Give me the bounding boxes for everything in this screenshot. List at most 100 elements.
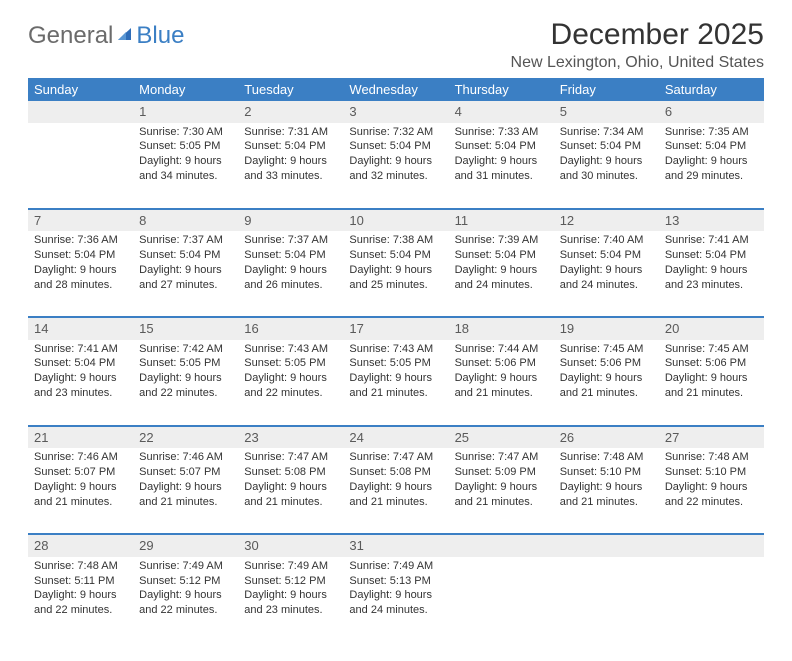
day-info-cell: Sunrise: 7:49 AMSunset: 5:12 PMDaylight:… [238,557,343,643]
day-info-cell [554,557,659,643]
daylight1-text: Daylight: 9 hours [560,371,653,386]
daylight1-text: Daylight: 9 hours [34,480,127,495]
daylight1-text: Daylight: 9 hours [244,588,337,603]
weekday-header: Thursday [449,78,554,101]
day-number-cell: 29 [133,534,238,557]
sunset-text: Sunset: 5:10 PM [560,465,653,480]
day-number-cell: 16 [238,317,343,340]
sunset-text: Sunset: 5:04 PM [349,139,442,154]
day-info-cell: Sunrise: 7:30 AMSunset: 5:05 PMDaylight:… [133,123,238,209]
day-info-row: Sunrise: 7:41 AMSunset: 5:04 PMDaylight:… [28,340,764,426]
day-info-cell: Sunrise: 7:49 AMSunset: 5:12 PMDaylight:… [133,557,238,643]
daylight1-text: Daylight: 9 hours [455,154,548,169]
sunset-text: Sunset: 5:09 PM [455,465,548,480]
day-info-cell: Sunrise: 7:45 AMSunset: 5:06 PMDaylight:… [554,340,659,426]
daylight1-text: Daylight: 9 hours [139,263,232,278]
day-info-cell: Sunrise: 7:41 AMSunset: 5:04 PMDaylight:… [659,231,764,317]
weekday-header: Monday [133,78,238,101]
day-number-cell: 23 [238,426,343,449]
day-info-cell: Sunrise: 7:49 AMSunset: 5:13 PMDaylight:… [343,557,448,643]
sunrise-text: Sunrise: 7:31 AM [244,125,337,140]
sunset-text: Sunset: 5:06 PM [560,356,653,371]
sunrise-text: Sunrise: 7:46 AM [34,450,127,465]
sunrise-text: Sunrise: 7:43 AM [244,342,337,357]
brand-logo: General Blue [28,18,184,50]
sunrise-text: Sunrise: 7:34 AM [560,125,653,140]
day-number-cell: 18 [449,317,554,340]
day-number: 22 [139,430,153,445]
daylight2-text: and 22 minutes. [34,603,127,618]
day-info-cell: Sunrise: 7:40 AMSunset: 5:04 PMDaylight:… [554,231,659,317]
sunrise-text: Sunrise: 7:49 AM [139,559,232,574]
day-number-cell: 19 [554,317,659,340]
daylight1-text: Daylight: 9 hours [139,371,232,386]
day-info-cell: Sunrise: 7:32 AMSunset: 5:04 PMDaylight:… [343,123,448,209]
day-number-cell: 24 [343,426,448,449]
daylight1-text: Daylight: 9 hours [244,154,337,169]
day-info-cell [449,557,554,643]
sunrise-text: Sunrise: 7:48 AM [560,450,653,465]
day-number: 2 [244,104,251,119]
day-number-cell: 13 [659,209,764,232]
daylight2-text: and 24 minutes. [455,278,548,293]
weekday-header: Wednesday [343,78,448,101]
weekday-header: Saturday [659,78,764,101]
day-number-row: 78910111213 [28,209,764,232]
sail-icon [116,22,134,50]
day-number: 11 [455,213,469,228]
day-info-row: Sunrise: 7:48 AMSunset: 5:11 PMDaylight:… [28,557,764,643]
sunset-text: Sunset: 5:04 PM [139,248,232,263]
sunrise-text: Sunrise: 7:46 AM [139,450,232,465]
sunset-text: Sunset: 5:13 PM [349,574,442,589]
daylight1-text: Daylight: 9 hours [560,480,653,495]
day-number: 15 [139,321,153,336]
day-info-cell: Sunrise: 7:43 AMSunset: 5:05 PMDaylight:… [343,340,448,426]
daylight2-text: and 22 minutes. [665,495,758,510]
day-number-cell: 5 [554,101,659,123]
sunset-text: Sunset: 5:12 PM [139,574,232,589]
sunrise-text: Sunrise: 7:45 AM [665,342,758,357]
day-number-row: 21222324252627 [28,426,764,449]
day-number: 16 [244,321,258,336]
day-number: 7 [34,213,41,228]
title-block: December 2025 New Lexington, Ohio, Unite… [511,18,764,72]
daylight1-text: Daylight: 9 hours [349,480,442,495]
sunset-text: Sunset: 5:04 PM [349,248,442,263]
sunrise-text: Sunrise: 7:45 AM [560,342,653,357]
sunrise-text: Sunrise: 7:38 AM [349,233,442,248]
day-number-cell [28,101,133,123]
day-number: 30 [244,538,258,553]
page-header: General Blue December 2025 New Lexington… [28,18,764,72]
day-number-cell: 31 [343,534,448,557]
daylight2-text: and 21 minutes. [560,495,653,510]
calendar-page: General Blue December 2025 New Lexington… [0,0,792,661]
daylight2-text: and 24 minutes. [560,278,653,293]
daylight2-text: and 21 minutes. [665,386,758,401]
sunrise-text: Sunrise: 7:36 AM [34,233,127,248]
daylight2-text: and 21 minutes. [349,386,442,401]
brand-text-2: Blue [136,22,184,50]
day-number: 9 [244,213,251,228]
weekday-header: Sunday [28,78,133,101]
sunset-text: Sunset: 5:04 PM [665,139,758,154]
day-number-cell: 6 [659,101,764,123]
daylight2-text: and 21 minutes. [244,495,337,510]
sunset-text: Sunset: 5:06 PM [455,356,548,371]
sunset-text: Sunset: 5:04 PM [560,139,653,154]
sunset-text: Sunset: 5:05 PM [349,356,442,371]
sunset-text: Sunset: 5:07 PM [34,465,127,480]
daylight1-text: Daylight: 9 hours [139,154,232,169]
day-number: 28 [34,538,48,553]
day-number: 23 [244,430,258,445]
day-number: 24 [349,430,363,445]
sunset-text: Sunset: 5:04 PM [34,248,127,263]
day-number: 29 [139,538,153,553]
sunset-text: Sunset: 5:12 PM [244,574,337,589]
day-number-cell: 3 [343,101,448,123]
day-info-cell: Sunrise: 7:48 AMSunset: 5:10 PMDaylight:… [659,448,764,534]
sunset-text: Sunset: 5:04 PM [34,356,127,371]
location-text: New Lexington, Ohio, United States [511,54,764,72]
day-number-cell: 7 [28,209,133,232]
day-number-cell: 15 [133,317,238,340]
day-number: 4 [455,104,462,119]
